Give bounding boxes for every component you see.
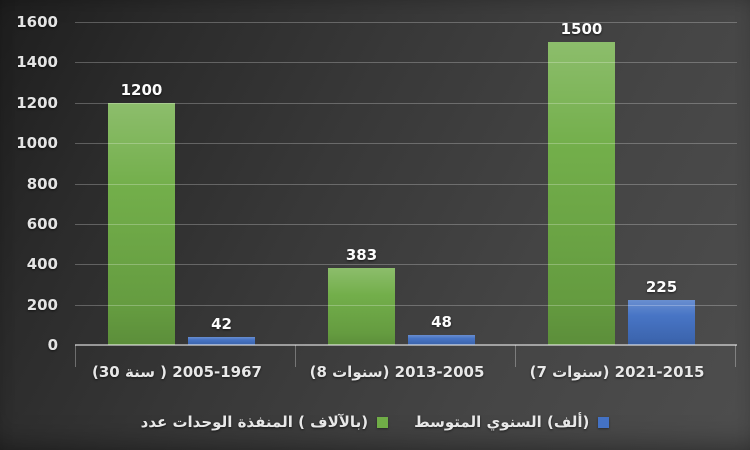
category-tick [295,345,296,367]
value-label: 225 [645,277,678,296]
value-label: 1200 [120,80,163,99]
gridline [75,22,737,23]
gridline [75,264,737,266]
x-axis-line [75,344,737,346]
legend-item-units: عدد‎ الوحدات‎ المنفذة‎ ( بالآلاف)‎ [140,413,389,431]
category-label-2015-2021: (7‎ سنوات‎) 2021-2015 [529,363,705,381]
gridline [75,143,737,145]
legend-swatch-average [598,416,610,428]
legend: عدد‎ الوحدات‎ المنفذة‎ ( بالآلاف)‎ المتو… [0,404,750,440]
y-axis-label: 1000 [16,134,58,153]
bar-average [628,299,695,346]
gridline [75,62,737,64]
bar-units [108,102,175,346]
bar-average [188,336,255,346]
legend-label-units: عدد‎ الوحدات‎ المنفذة‎ ( بالآلاف)‎ [140,413,369,431]
bar-average [408,335,475,345]
gridline [75,183,737,185]
category-tick [735,345,736,367]
y-axis-label: 1400 [16,53,58,72]
gridline [75,102,737,104]
category-tick [75,345,76,367]
y-axis-label: 600 [26,214,58,233]
category-label-1967-2005: (30‎ سنة‎ ) 2005-1967 [92,363,262,381]
value-label: 1500 [560,20,603,39]
category-tick [515,345,516,367]
y-axis-label: 800 [26,174,58,193]
y-axis-label: 400 [26,255,58,274]
value-label: 48 [431,313,452,332]
gridline [75,304,737,306]
legend-item-average: المتوسط‎ السنوي‎ (ألف)‎ [414,413,610,431]
bar-units [328,267,395,346]
gridline [75,223,737,225]
y-axis-label: 1200 [16,93,58,112]
value-label: 42 [211,314,232,333]
y-axis-label: 1600 [16,13,58,31]
category-label-2005-2013: (8‎ سنوات‎) 2013-2005 [309,363,485,381]
y-axis-label: 0 [47,336,58,354]
bar-units [548,42,615,345]
value-label: 383 [345,245,378,264]
y-axis-label: 200 [26,295,58,314]
legend-label-average: المتوسط‎ السنوي‎ (ألف)‎ [414,413,590,431]
legend-swatch-units [377,416,389,428]
